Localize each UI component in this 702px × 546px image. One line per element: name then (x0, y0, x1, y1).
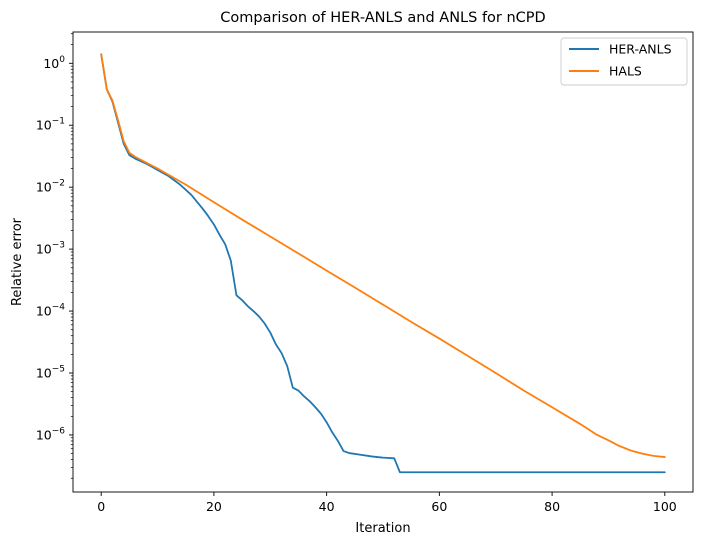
series-line-her-anls (100, 53, 666, 474)
x-tick-label: 0 (97, 499, 105, 514)
x-axis-label: Iteration (355, 521, 410, 536)
x-tick-label: 20 (206, 499, 222, 514)
chart-title: Comparison of HER-ANLS and ANLS for nCPD (220, 10, 545, 26)
y-ticks: 100 10−1 10−2 10−3 10−4 10−5 10−6 (36, 33, 73, 479)
y-tick-label: 10−5 (36, 365, 65, 381)
x-ticks: 0 20 40 60 80 100 (97, 492, 677, 514)
y-tick-label: 10−1 (36, 117, 65, 133)
y-axis-label: Relative error (10, 217, 25, 306)
series-line-hals (100, 53, 666, 458)
x-tick-label: 100 (653, 499, 677, 514)
y-tick-label: 10−3 (36, 241, 65, 257)
plot-frame (72, 31, 694, 493)
y-tick-label: 10−6 (36, 426, 65, 442)
legend-label-her-anls: HER-ANLS (609, 42, 672, 57)
x-tick-label: 80 (544, 499, 560, 514)
y-tick-label: 10−4 (36, 303, 65, 319)
x-tick-label: 60 (431, 499, 447, 514)
y-tick-label: 10−2 (36, 179, 65, 195)
y-tick-label: 100 (43, 55, 65, 71)
legend: HER-ANLS HALS (560, 37, 688, 86)
legend-label-hals: HALS (609, 64, 642, 79)
plot-lines (100, 53, 666, 474)
x-tick-label: 40 (319, 499, 335, 514)
